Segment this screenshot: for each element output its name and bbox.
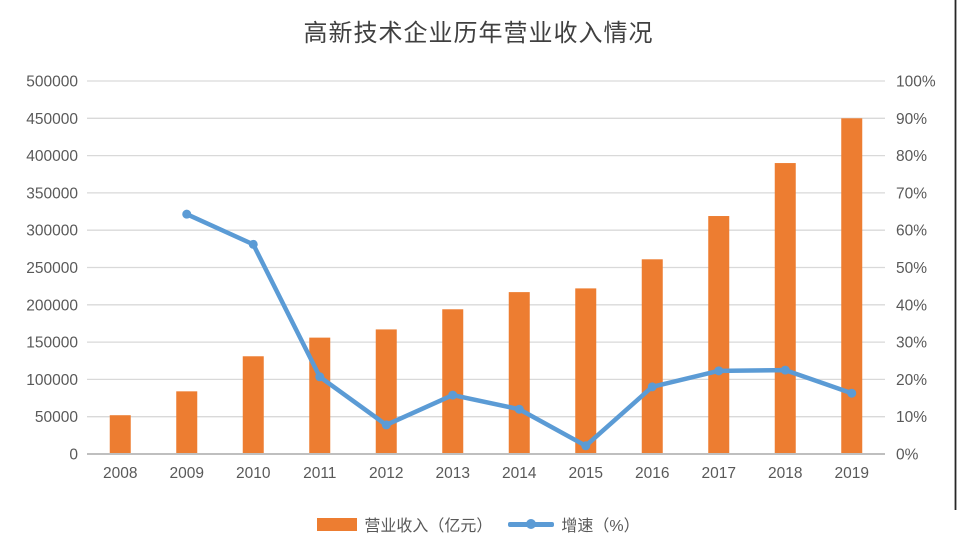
revenue-legend-swatch [317,517,358,531]
bar-2016 [641,259,663,454]
x-tick-label-2012: 2012 [369,465,403,482]
x-tick-label-2018: 2018 [768,465,802,482]
growth-marker-2019 [847,388,857,398]
y-right-tick-label: 40% [896,297,927,314]
legend-item-growth: 增速（%） [508,512,640,536]
bar-2018 [774,163,796,454]
bar-2010 [242,356,264,454]
growth-marker-2011 [315,372,325,382]
y-left-tick-label: 450000 [26,111,78,128]
bar-2009 [176,391,198,454]
x-tick-label-2010: 2010 [236,465,271,482]
growth-marker-2014 [514,404,524,414]
x-tick-label-2014: 2014 [502,465,537,482]
bar-2011 [309,337,331,454]
y-right-tick-label: 70% [896,185,927,202]
growth-marker-2018 [780,365,790,375]
y-right-tick-label: 20% [896,372,927,389]
y-right-tick-label: 30% [896,335,927,352]
y-left-tick-label: 200000 [26,297,78,314]
growth-legend-label: 增速（%） [561,518,640,535]
bar-2013 [442,309,464,454]
growth-marker-2015 [581,441,591,451]
y-left-tick-label: 150000 [26,335,78,352]
y-left-tick-label: 0 [69,447,78,464]
growth-marker-2010 [248,239,258,249]
y-right-tick-label: 80% [896,148,927,165]
y-left-tick-label: 100000 [26,372,78,389]
bar-2019 [841,118,863,455]
growth-legend-line-swatch [508,519,555,529]
y-left-tick-label: 400000 [26,148,78,165]
bar-2017 [708,216,730,454]
x-tick-label-2008: 2008 [103,465,137,482]
x-tick-label-2013: 2013 [436,465,470,482]
y-right-tick-label: 0% [896,447,919,464]
y-right-tick-label: 10% [896,409,927,426]
revenue-legend-label: 营业收入（亿元） [364,518,493,535]
bar-2015 [575,288,597,454]
growth-marker-2013 [448,390,458,400]
y-left-tick-label: 500000 [26,74,78,91]
y-left-tick-label: 350000 [26,185,78,202]
y-right-tick-label: 50% [896,260,927,277]
y-left-tick-label: 50000 [35,409,78,426]
y-right-tick-label: 60% [896,223,927,240]
y-right-tick-label: 90% [896,111,927,128]
x-tick-label-2019: 2019 [835,465,869,482]
y-right-tick-label: 100% [896,74,936,91]
x-tick-label-2011: 2011 [303,465,336,482]
growth-marker-2012 [381,420,391,430]
bar-2008 [109,415,131,454]
growth-marker-2009 [182,209,192,219]
legend-item-revenue: 营业收入（亿元） [317,512,492,536]
y-left-tick-label: 250000 [26,260,78,277]
growth-marker-2017 [714,366,724,376]
chart-title: 高新技术企业历年营业收入情况 [303,21,654,47]
x-tick-label-2016: 2016 [635,465,669,482]
x-tick-label-2017: 2017 [702,465,736,482]
growth-marker-2016 [647,382,657,392]
growth-legend-marker-dot [526,519,537,529]
y-left-tick-label: 300000 [26,223,78,240]
bar-2012 [375,329,397,454]
x-tick-label-2009: 2009 [170,465,204,482]
bar-2014 [508,292,530,454]
x-tick-label-2015: 2015 [569,465,603,482]
legend: 营业收入（亿元） 增速（%） [0,512,957,536]
